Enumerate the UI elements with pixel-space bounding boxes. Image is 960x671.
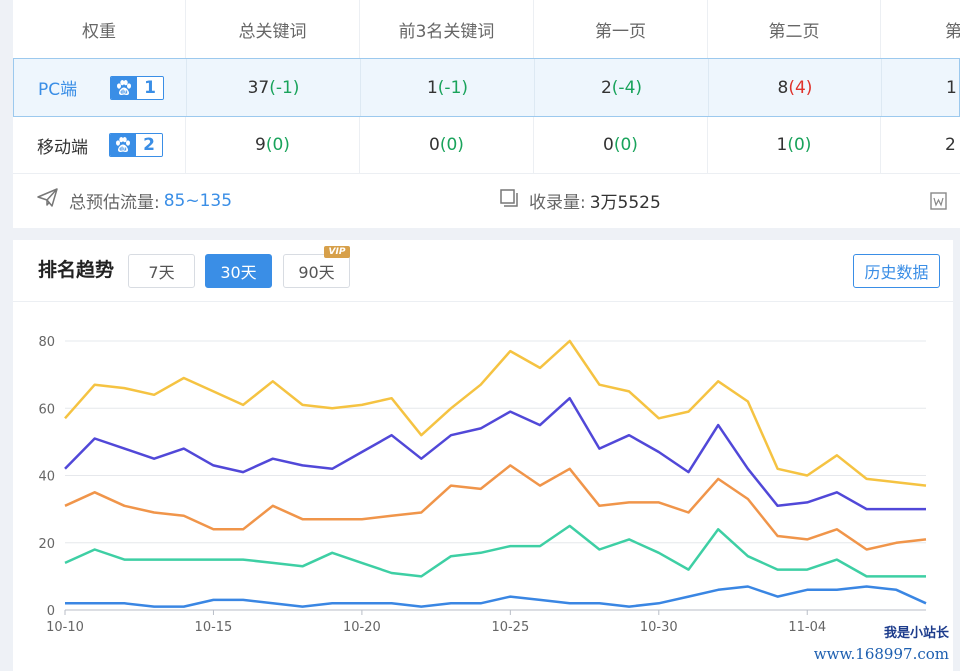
series-line-2	[64, 396, 926, 511]
svg-text:du: du	[120, 89, 128, 95]
table-row-mobile[interactable]: 移动端 du 2 9 (0) 0 (0) 0 (0) 1 (0) 2	[13, 117, 960, 174]
series-line-5	[65, 585, 927, 608]
value: 9	[255, 135, 266, 155]
delta: (-4)	[611, 77, 643, 98]
header-page-two: 第二页	[708, 0, 881, 58]
header-page-three: 第	[945, 21, 960, 42]
baidu-paw-icon: du	[111, 76, 137, 99]
delta: (0)	[439, 135, 464, 155]
history-data-button[interactable]: 历史数据	[853, 254, 940, 288]
table-row-pc[interactable]: PC端 du 1 37 (-1) 1 (-1) 2 (-4) 8 (4) 1	[13, 58, 960, 117]
value: 1	[776, 135, 788, 155]
summary-bar: 总预估流量: 85~135 收录量: 3万5525	[13, 173, 960, 228]
baidu-paw-icon: du	[110, 134, 136, 156]
watermark: 我是小站长 www.168997.com	[814, 622, 949, 663]
delta: (0)	[613, 135, 638, 155]
y-tick-label: 60	[38, 402, 55, 417]
svg-text:du: du	[119, 147, 127, 153]
x-tick-label: 10-25	[491, 620, 529, 635]
x-tick-label: 10-20	[343, 620, 381, 635]
value: 2	[945, 135, 956, 155]
index-label: 收录量:	[529, 193, 586, 213]
pc-page-one[interactable]: 2 (-4)	[535, 59, 709, 116]
pc-label-link[interactable]: PC端	[38, 80, 78, 100]
header-top3-keywords: 前3名关键词	[360, 0, 534, 58]
delta: (-1)	[437, 77, 469, 98]
traffic-value: 85~135	[163, 190, 233, 211]
chart-title: 排名趋势	[38, 259, 115, 281]
index-summary: 收录量: 3万5525	[499, 173, 661, 228]
mobile-total-keywords[interactable]: 9 (0)	[186, 117, 360, 173]
vip-badge: VIP	[324, 246, 350, 258]
range-7d-button[interactable]: 7天	[128, 254, 195, 288]
table-header-row: 权重 总关键词 前3名关键词 第一页 第二页 第	[13, 0, 960, 59]
delta: (-1)	[269, 77, 300, 98]
series-line-1	[64, 339, 927, 487]
word-export-icon[interactable]	[929, 173, 949, 228]
delta: (0)	[787, 135, 812, 155]
watermark-line2: www.168997.com	[813, 645, 949, 663]
row-label-cell: 移动端 du 2	[13, 117, 186, 173]
x-tick-label: 10-15	[195, 620, 233, 635]
mobile-top3-keywords[interactable]: 0 (0)	[360, 117, 534, 173]
ranking-trend-chart: 0 20 40 60 80 10-10 10-15 10-20 10-25 10-30 11-04	[38, 335, 927, 635]
value: 0	[603, 135, 614, 155]
mobile-page-three[interactable]: 2	[881, 117, 960, 173]
header-page-one: 第一页	[534, 0, 708, 58]
value: 1	[946, 77, 957, 98]
value: 1	[426, 77, 438, 98]
range-30d-button[interactable]: 30天	[205, 254, 272, 288]
pc-top3-keywords[interactable]: 1 (-1)	[361, 59, 535, 116]
value: 0	[429, 135, 440, 155]
pages-icon	[499, 188, 519, 213]
keyword-stats-table: 权重 总关键词 前3名关键词 第一页 第二页 第 PC端 du 1 37 (-1)…	[13, 0, 960, 228]
pc-page-two[interactable]: 8 (4)	[709, 59, 882, 116]
delta: (0)	[265, 135, 290, 155]
weight-value: 2	[136, 134, 162, 156]
y-tick-label: 20	[38, 537, 55, 552]
watermark-line1: 我是小站长	[883, 626, 949, 641]
ranking-trend-card: 排名趋势 7天 30天 90天 VIP 历史数据 0 20 40 60 80 10-10 1…	[13, 240, 953, 671]
delta: (4)	[788, 77, 813, 98]
x-tick-label: 10-10	[46, 620, 84, 635]
range-90d-button[interactable]: 90天 VIP	[283, 246, 350, 288]
pc-page-three[interactable]: 1	[882, 59, 960, 116]
pc-total-keywords[interactable]: 37 (-1)	[187, 59, 361, 116]
y-tick-label: 0	[47, 604, 55, 619]
range-90d-label: 90天	[298, 263, 335, 282]
y-tick-label: 80	[38, 335, 55, 350]
value: 2	[600, 77, 612, 98]
x-tick-label: 11-04	[788, 620, 826, 635]
chart-header: 排名趋势 7天 30天 90天 VIP 历史数据	[13, 240, 953, 302]
traffic-summary: 总预估流量: 85~135	[37, 173, 232, 228]
mobile-label: 移动端	[37, 137, 88, 158]
header-total-keywords: 总关键词	[186, 0, 360, 58]
header-weight: 权重	[13, 0, 186, 58]
row-label-cell: PC端 du 1	[14, 59, 187, 116]
value: 8	[777, 77, 789, 98]
y-tick-label: 40	[38, 470, 55, 485]
baidu-weight-badge[interactable]: du 2	[109, 133, 163, 157]
paper-plane-icon	[37, 188, 59, 213]
series-line-4	[64, 524, 926, 578]
value: 37	[247, 77, 270, 98]
index-value: 3万5525	[589, 193, 661, 213]
x-tick-label: 10-30	[640, 620, 678, 635]
mobile-page-two[interactable]: 1 (0)	[708, 117, 881, 173]
series-line-3	[64, 464, 927, 551]
mobile-page-one[interactable]: 0 (0)	[534, 117, 708, 173]
weight-value: 1	[137, 76, 163, 99]
traffic-label: 总预估流量:	[69, 193, 160, 213]
baidu-weight-badge[interactable]: du 1	[110, 75, 164, 100]
